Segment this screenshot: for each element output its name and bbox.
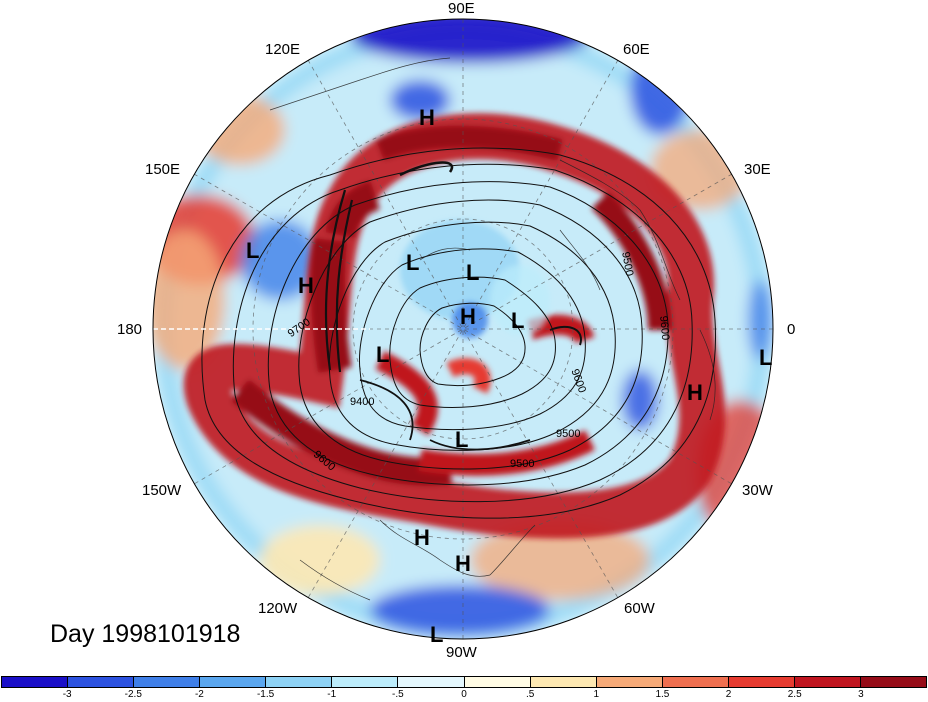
lon-label-30e: 30E [744, 161, 771, 178]
colorbar-tick-label: 0 [461, 689, 467, 700]
colorbar-segment [728, 677, 795, 687]
pressure-system-low-7: L [455, 427, 469, 452]
colorbar-segment [266, 677, 333, 687]
pressure-system-high-4: H [687, 380, 703, 405]
colorbar-segment [68, 677, 135, 687]
lon-label-90w: 90W [446, 644, 477, 661]
colorbar-tick-label: 2 [725, 689, 732, 700]
lon-label-90e: 90E [448, 0, 475, 17]
colorbar-segment [861, 677, 927, 687]
contour-label: 9500 [556, 428, 581, 440]
lon-label-150e: 150E [145, 161, 181, 178]
lon-label-180: 180 [117, 321, 143, 338]
lon-label-30w: 30W [742, 482, 773, 499]
anomaly-field [153, 19, 773, 639]
day-label: Day 1998101918 [50, 620, 241, 648]
colorbar-tick-label: .5 [525, 689, 535, 700]
pressure-system-high-2: H [298, 273, 314, 298]
contour-label: 9500 [510, 458, 535, 470]
pressure-system-high-3: H [460, 304, 476, 329]
colorbar-tick-label: 2.5 [787, 689, 802, 700]
colorbar-tick-label: -1.5 [256, 689, 275, 700]
colorbar-segment [134, 677, 201, 687]
colorbar [1, 676, 927, 688]
colorbar-tick-label: -3 [62, 689, 72, 700]
colorbar-tick-label: 1.5 [655, 689, 670, 700]
pressure-system-low-3: L [466, 260, 480, 285]
lon-label-60w: 60W [624, 600, 655, 617]
contour-label: 9600 [657, 315, 672, 341]
colorbar-segment [200, 677, 267, 687]
lon-label-120e: 120E [265, 41, 301, 58]
pressure-system-low-1: L [246, 238, 260, 263]
colorbar-segment [596, 677, 663, 687]
pressure-system-high-5: H [414, 525, 430, 550]
pressure-system-low-5: L [376, 342, 390, 367]
colorbar-tick-label: -2.5 [124, 689, 142, 700]
colorbar-segment [464, 677, 531, 687]
pressure-system-low-2: L [406, 250, 420, 275]
colorbar-segment [398, 677, 465, 687]
colorbar-segment [662, 677, 729, 687]
colorbar-tick-label: -.5 [392, 689, 404, 700]
pressure-system-low-6: L [759, 345, 773, 370]
colorbar-segment [794, 677, 862, 687]
pressure-system-low-9: L [430, 622, 444, 647]
lon-label-120w: 120W [258, 600, 298, 617]
colorbar-segment [2, 677, 69, 687]
colorbar-segment [332, 677, 399, 687]
colorbar-tick-label: 1 [593, 689, 600, 700]
contour-label: 9400 [350, 396, 375, 408]
colorbar-ticks: -3 -2.5 -2 -1.5 -1 -.5 0 .5 1 1.5 2 2.5 3 [1, 689, 927, 702]
pressure-system-low-4: L [511, 308, 525, 333]
lon-label-60e: 60E [623, 41, 650, 58]
colorbar-tick-label: -1 [327, 689, 337, 700]
pressure-system-high-1: H [419, 105, 435, 130]
lon-label-150w: 150W [142, 482, 182, 499]
colorbar-tick-label: -2 [194, 689, 204, 700]
colorbar-tick-label: 3 [858, 689, 864, 700]
lon-label-0: 0 [787, 321, 796, 338]
colorbar-segment [530, 677, 597, 687]
pressure-system-low-8: H [455, 551, 471, 576]
